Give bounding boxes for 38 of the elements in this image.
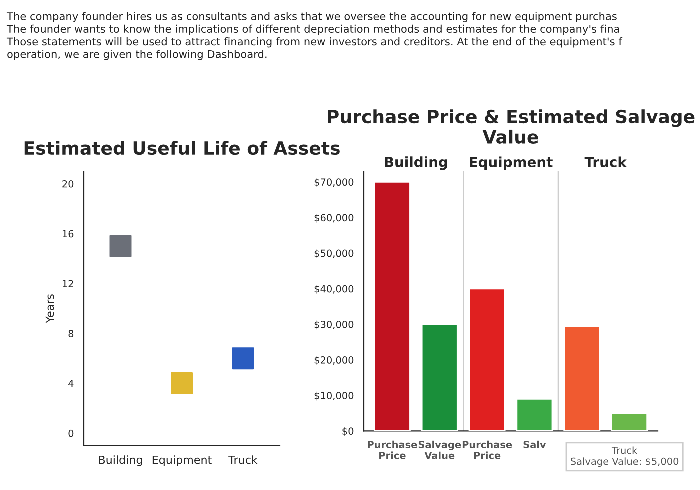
bar	[468, 288, 506, 432]
point	[232, 348, 254, 370]
bar	[516, 398, 554, 432]
point	[171, 372, 193, 395]
y-tick-label: 20	[62, 180, 74, 188]
y-tick-label: $30,000	[314, 320, 354, 330]
y-tick-label: 16	[62, 230, 74, 238]
text: Truck Salvage Value: $5,000	[571, 446, 679, 468]
y-tick-label: 0	[68, 430, 74, 438]
x-tick-label: Purchase Price	[368, 440, 418, 460]
text: Building	[385, 156, 448, 170]
y-tick-label: $70,000	[314, 178, 354, 188]
y-tick-label: 8	[68, 330, 74, 338]
chart-title: Purchase Price & Estimated Salvage Value	[328, 110, 695, 144]
text: Truck	[584, 156, 628, 168]
bar	[564, 326, 601, 432]
y-tick-label: $40,000	[314, 285, 354, 294]
y-tick-label: $50,000	[314, 250, 354, 258]
text: Equipment	[470, 156, 553, 170]
bar	[421, 324, 458, 432]
y-tick-label: $0	[342, 428, 354, 436]
x-tick-label: Salv	[524, 440, 546, 448]
bar	[374, 181, 411, 432]
x-tick-label: Truck	[228, 456, 258, 464]
chart-title: Estimated Useful Life of Assets	[24, 141, 340, 156]
x-tick-label: Building	[99, 456, 142, 466]
y-tick-label: $10,000	[314, 392, 354, 401]
x-tick-label: Purchase Price	[462, 440, 512, 460]
y-tick-label: $60,000	[314, 214, 354, 223]
y-tick-label: 4	[68, 380, 74, 388]
y-tick-label: $20,000	[314, 356, 354, 366]
y-axis-title: Years	[46, 294, 54, 324]
bar	[611, 412, 648, 432]
point	[110, 235, 132, 258]
text: The company founder hires us as consultants and asks that we oversee the accounting for new equipment purchas The founder wants to know the implications of different depreciation methods and estimates for the company's fina Those statements will be used to attract financing from new investors and creditors. At the end of the equipment's f operation, we are given the following Dashboard.	[6, 12, 623, 60]
y-tick-label: 12	[62, 280, 74, 288]
x-tick-label: Equipment	[152, 456, 212, 466]
x-tick-label: Salvage Value	[418, 440, 462, 460]
